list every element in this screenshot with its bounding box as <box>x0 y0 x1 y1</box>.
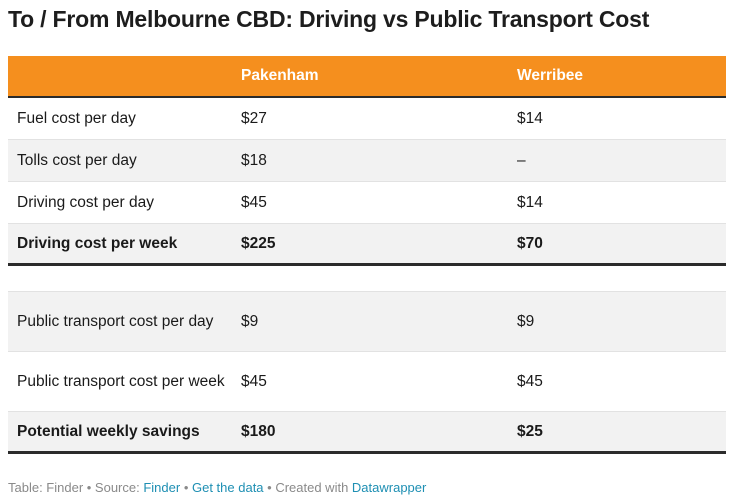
row-label: Driving cost per week <box>17 234 178 252</box>
table-row-total: Driving cost per week $225 $70 <box>8 224 726 266</box>
table-row: Public transport cost per day $9 $9 <box>8 292 726 352</box>
footer-prefix: Table: Finder • Source: <box>8 480 144 495</box>
row-label: Driving cost per day <box>17 193 154 211</box>
cell-pakenham: $18 <box>241 151 267 169</box>
cell-pakenham: $9 <box>241 312 259 330</box>
row-label: Potential weekly savings <box>17 422 200 440</box>
chart-title: To / From Melbourne CBD: Driving vs Publ… <box>8 6 650 32</box>
cell-pakenham: $225 <box>241 234 276 252</box>
watermark: Chi na2au <box>613 474 722 498</box>
cell-werribee: $14 <box>517 109 543 127</box>
row-label: Fuel cost per day <box>17 109 136 127</box>
cell-pakenham: $45 <box>241 372 267 390</box>
table-row: Fuel cost per day $27 $14 <box>8 98 726 140</box>
header-cell-pakenham: Pakenham <box>241 67 319 84</box>
row-label: Public transport cost per week <box>17 372 225 390</box>
table-row-total: Potential weekly savings $180 $25 <box>8 412 726 454</box>
cell-pakenham: $27 <box>241 109 267 127</box>
row-label: Tolls cost per day <box>17 151 137 169</box>
cell-werribee: $25 <box>517 422 543 440</box>
cell-werribee: $70 <box>517 234 543 252</box>
footer-separator: • <box>180 480 192 495</box>
source-link[interactable]: Finder <box>143 480 181 495</box>
cell-pakenham: $45 <box>241 193 267 211</box>
table-row: Tolls cost per day $18 – <box>8 140 726 182</box>
data-table: Pakenham Werribee Fuel cost per day $27 … <box>8 56 726 454</box>
cell-pakenham: $180 <box>241 422 276 440</box>
cell-werribee: $9 <box>517 312 535 330</box>
footer-credits: Table: Finder • Source: Finder • Get the… <box>8 480 426 495</box>
row-label: Public transport cost per day <box>17 312 214 330</box>
table-row: Driving cost per day $45 $14 <box>8 182 726 224</box>
datawrapper-link[interactable]: Datawrapper <box>351 480 427 495</box>
get-data-link[interactable]: Get the data <box>191 480 264 495</box>
table-row: Public transport cost per week $45 $45 <box>8 352 726 412</box>
table-header: Pakenham Werribee <box>8 56 726 98</box>
cell-werribee: – <box>517 151 526 169</box>
cell-werribee: $45 <box>517 372 543 390</box>
cell-werribee: $14 <box>517 193 543 211</box>
footer-created-with: • Created with <box>263 480 352 495</box>
table-spacer-row <box>8 266 726 292</box>
header-cell-werribee: Werribee <box>517 67 584 84</box>
